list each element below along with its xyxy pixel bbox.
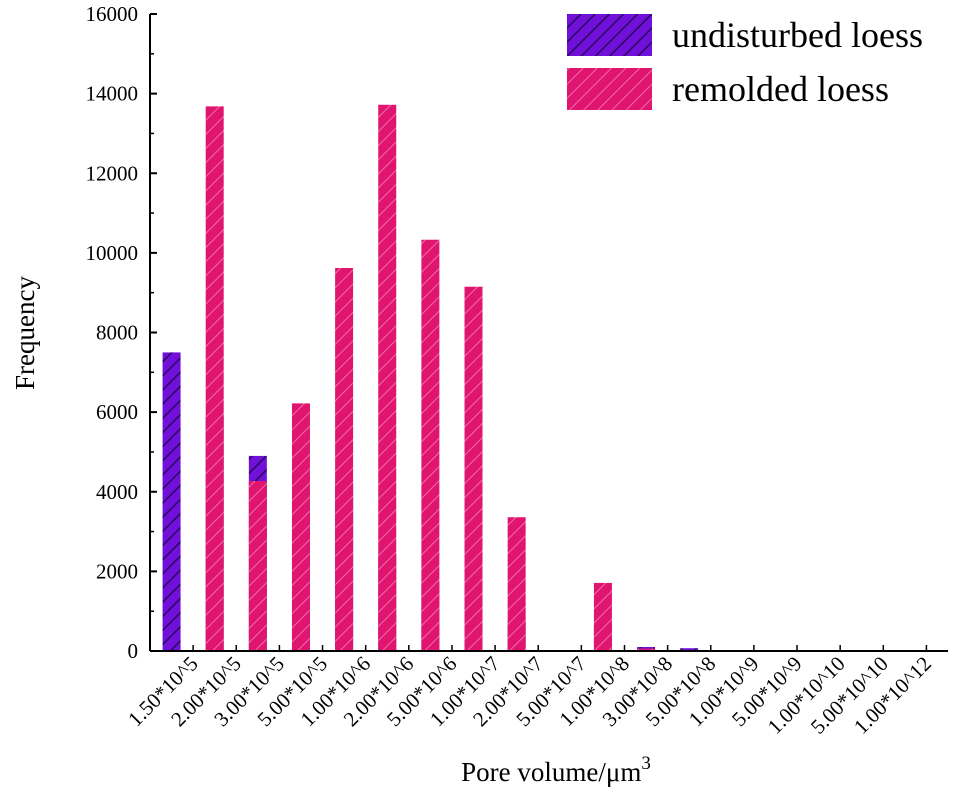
bar-remolded-1 xyxy=(248,481,267,651)
y-tick-label: 4000 xyxy=(96,480,138,504)
legend: undisturbed loess remolded loess xyxy=(567,14,923,110)
legend-label-0: undisturbed loess xyxy=(672,15,923,55)
y-tick-label: 14000 xyxy=(86,82,139,106)
x-tick-labels: 1.50*10^52.00*10^53.00*10^55.00*10^51.00… xyxy=(123,645,936,739)
bar-remolded-2 xyxy=(291,403,310,651)
bar-remolded-6 xyxy=(464,286,483,651)
axes-group xyxy=(149,14,948,652)
legend-swatch-1 xyxy=(567,68,652,110)
bar-undisturbed-0 xyxy=(162,352,181,651)
y-tick-labels: 0 2000 4000 6000 8000 10000 12000 14000 16000 xyxy=(86,2,157,663)
y-tick-label: 16000 xyxy=(86,2,139,26)
x-axis-title: Pore volume/μm3 xyxy=(461,753,651,787)
y-tick-label: 0 xyxy=(128,639,139,663)
y-axis-title: Frequency xyxy=(10,276,40,390)
legend-swatch-0 xyxy=(567,14,652,56)
bar-remolded-5 xyxy=(421,239,440,652)
bar-remolded-10 xyxy=(637,648,656,651)
bar-remolded-0 xyxy=(205,106,224,652)
y-tick-label: 6000 xyxy=(96,400,138,424)
bar-remolded-9 xyxy=(593,582,612,651)
y-tick-label: 2000 xyxy=(96,559,138,583)
bars-group xyxy=(162,104,699,652)
bar-undisturbed-12 xyxy=(680,648,699,651)
y-tick-label: 12000 xyxy=(86,161,139,185)
y-tick-label: 8000 xyxy=(96,321,138,345)
bar-remolded-7 xyxy=(507,517,526,651)
bar-remolded-3 xyxy=(335,268,354,651)
y-tick-label: 10000 xyxy=(86,241,139,265)
x-axis-title-text: Pore volume/μm xyxy=(461,757,641,787)
legend-label-1: remolded loess xyxy=(672,69,889,109)
bar-remolded-4 xyxy=(378,104,397,651)
x-axis-title-superscript: 3 xyxy=(641,753,651,774)
